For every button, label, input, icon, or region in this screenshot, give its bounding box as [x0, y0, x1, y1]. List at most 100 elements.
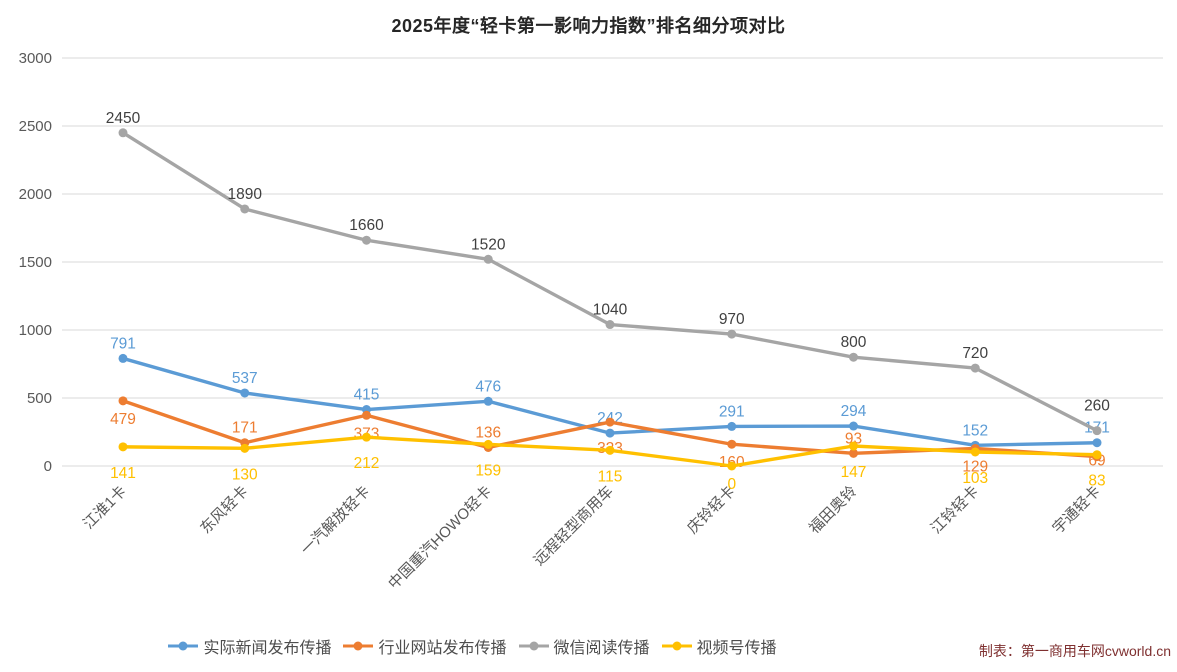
data-label: 115 [598, 468, 623, 485]
data-point [727, 329, 737, 339]
legend-label: 微信阅读传播 [553, 640, 650, 657]
data-point [605, 320, 615, 330]
data-label: 129 [962, 458, 988, 475]
legend-item-3: 视频号传播 [661, 634, 777, 658]
y-tick-label: 2500 [19, 118, 52, 135]
data-point [118, 396, 128, 406]
data-point [849, 352, 858, 362]
data-point [483, 254, 493, 264]
data-point [118, 353, 128, 363]
data-label: 130 [232, 466, 258, 483]
x-tick-label: 江铃轻卡 [928, 483, 982, 537]
x-tick-label: 宇通轻卡 [1049, 483, 1103, 537]
legend-item-1: 行业网站发布传播 [343, 634, 507, 658]
y-tick-label: 0 [44, 458, 52, 475]
gridlines [62, 57, 1163, 467]
data-label: 159 [475, 462, 501, 479]
legend-item-0: 实际新闻发布传播 [168, 634, 331, 658]
data-point [240, 204, 250, 214]
series-line-2: 2450 1890 1660 1520 1040 970 800 720 260 [106, 110, 1110, 436]
data-label: 537 [232, 370, 258, 387]
data-point [118, 442, 128, 452]
x-axis-labels: 江淮1卡 东风轻卡 一汽解放轻卡 中国重汽HOWO轻卡 远程轻型商用车 庆铃轻卡 福田奥铃江… [80, 483, 1104, 593]
data-label: 141 [110, 465, 136, 482]
data-label: 1660 [349, 217, 384, 234]
data-point [1092, 450, 1102, 460]
data-point [483, 439, 493, 449]
data-point [483, 396, 493, 406]
data-point [118, 128, 128, 138]
data-label: 294 [841, 403, 867, 420]
data-label: 0 [727, 476, 736, 493]
x-tick-label: 一汽解放轻卡 [298, 483, 374, 559]
data-label: 152 [962, 422, 988, 439]
y-tick-label: 1500 [19, 254, 52, 271]
data-label: 791 [110, 335, 136, 352]
data-label: 479 [110, 411, 136, 428]
y-tick-label: 3000 [19, 50, 52, 67]
data-label: 476 [475, 378, 501, 395]
x-tick-label: 远程轻型商用车 [531, 483, 617, 569]
y-axis-labels: 0 500 1000 1500 2000 2500 3000 [19, 50, 52, 475]
data-label: 970 [719, 311, 745, 328]
data-label: 171 [232, 420, 258, 437]
data-point [1092, 438, 1102, 448]
data-point [362, 432, 371, 442]
data-label: 103 [962, 470, 988, 487]
data-point [970, 363, 980, 373]
data-point [240, 443, 250, 453]
data-point [727, 421, 737, 431]
data-label: 291 [719, 403, 745, 420]
data-point [849, 448, 858, 458]
data-label: 260 [1084, 398, 1110, 415]
x-tick-label: 福田奥铃 [806, 483, 860, 537]
data-point [727, 439, 737, 449]
data-label: 136 [475, 425, 501, 442]
data-label: 800 [841, 334, 867, 351]
data-point [849, 441, 858, 451]
data-point [849, 421, 858, 431]
y-tick-label: 500 [27, 390, 52, 407]
credit-text: 制表：第一商用车网cvworld.cn [978, 643, 1171, 659]
legend-label: 行业网站发布传播 [378, 640, 507, 657]
data-label: 415 [354, 387, 380, 404]
data-label: 720 [962, 345, 988, 362]
data-point [727, 461, 737, 471]
data-label: 1520 [471, 236, 506, 253]
legend-label: 实际新闻发布传播 [203, 640, 332, 657]
data-label: 212 [354, 455, 380, 472]
legend-marker-icon [661, 641, 692, 651]
series-line-3: 141 130 212 159 115 0 147 103 83 [110, 432, 1106, 493]
data-point [970, 447, 980, 457]
data-point [605, 445, 615, 455]
data-point [605, 428, 615, 438]
y-tick-label: 1000 [19, 322, 52, 339]
data-label: 69 [1088, 453, 1105, 470]
series-line-0: 791537415476242291294152171 [110, 335, 1110, 450]
legend-item-2: 微信阅读传播 [518, 634, 650, 658]
data-point [1092, 426, 1102, 436]
data-label: 1040 [593, 302, 628, 319]
data-point [362, 410, 371, 420]
data-label: 2450 [106, 110, 141, 127]
x-tick-label: 江淮1卡 [80, 483, 130, 533]
legend-label: 视频号传播 [696, 640, 777, 657]
chart-title: 2025年度“轻卡第一影响力指数”排名细分项对比 [391, 16, 786, 36]
x-tick-label: 中国重汽HOWO轻卡 [385, 483, 495, 593]
data-label: 83 [1088, 473, 1105, 490]
data-point [240, 388, 250, 398]
chart-legend: 实际新闻发布传播 行业网站发布传播 微信阅读传播 视频号传播 [0, 634, 945, 658]
legend-marker-icon [518, 641, 549, 651]
x-tick-label: 东风轻卡 [197, 483, 251, 537]
data-label: 1890 [228, 186, 263, 203]
data-point [362, 235, 371, 245]
series-path [121, 131, 1099, 433]
legend-marker-icon [343, 641, 374, 651]
data-label: 93 [845, 430, 862, 447]
data-label: 147 [841, 464, 867, 481]
data-point [605, 417, 615, 427]
legend-marker-icon [168, 641, 199, 651]
y-tick-label: 2000 [19, 186, 52, 203]
